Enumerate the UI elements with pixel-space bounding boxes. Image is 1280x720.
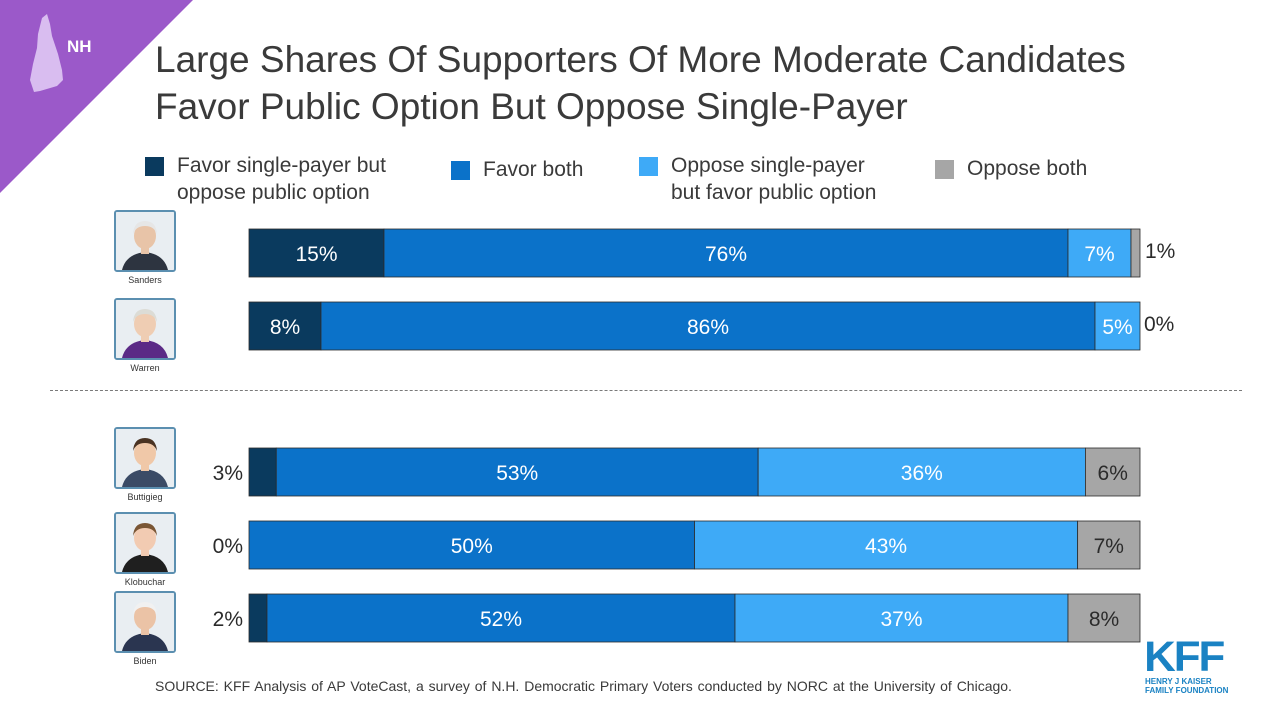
kff-logo-word: KFF (1144, 633, 1225, 681)
kff-logo: KFF HENRY J KAISER FAMILY FOUNDATION (1144, 633, 1237, 696)
data-label-biden-favor-both: 52% (480, 608, 522, 631)
bar-buttigieg-oppose-single-payer (757, 447, 1086, 497)
data-label-klobuchar-oppose-both: 7% (1094, 535, 1124, 558)
chart-title-line-1: Large Shares Of Supporters Of More Moder… (155, 39, 1126, 80)
state-badge-label: NH (67, 37, 92, 56)
legend-item-favor-both: Favor both (451, 156, 583, 183)
legend-swatch (145, 157, 164, 176)
data-label-buttigieg-favor-both: 53% (496, 462, 538, 485)
bar-sanders-oppose-single-payer (1067, 228, 1132, 278)
avatar (114, 298, 176, 360)
portrait-caption: Buttigieg (127, 492, 163, 502)
bar-biden-favor-both (266, 593, 736, 643)
legend-label: Favor single-payer but oppose public opt… (177, 154, 386, 204)
data-label-warren-favor-both: 86% (687, 316, 729, 339)
state-badge: NH (0, 0, 193, 193)
bar-buttigieg-oppose-both (1085, 447, 1141, 497)
data-label-warren-favor-single-payer: 8% (270, 316, 300, 339)
data-label-sanders-favor-single-payer: 15% (295, 243, 337, 266)
data-label-sanders-oppose-both: 1% (1145, 240, 1175, 263)
data-label-biden-favor-single-payer: 2% (213, 608, 243, 631)
new-hampshire-outline-icon (30, 14, 63, 92)
data-label-warren-oppose-both: 0% (1144, 313, 1174, 336)
data-label-klobuchar-favor-single-payer: 0% (213, 535, 243, 558)
data-label-biden-oppose-single-payer: 37% (880, 608, 922, 631)
portrait-caption: Warren (130, 363, 160, 373)
data-label-klobuchar-favor-both: 50% (451, 535, 493, 558)
kff-logo-subtitle: HENRY J KAISER FAMILY FOUNDATION (1145, 677, 1237, 695)
data-label-warren-oppose-single-payer: 5% (1102, 316, 1132, 339)
data-label-klobuchar-oppose-single-payer: 43% (865, 535, 907, 558)
bar-warren-favor-both (320, 301, 1096, 351)
avatar (114, 512, 176, 574)
source-note: SOURCE: KFF Analysis of AP VoteCast, a s… (155, 678, 1012, 694)
kff-logo-subtitle-line: FAMILY FOUNDATION (1145, 686, 1229, 695)
data-label-sanders-oppose-single-payer: 7% (1084, 243, 1114, 266)
bar-klobuchar-oppose-single-payer (694, 520, 1079, 570)
kff-logo-subtitle-line: HENRY J KAISER (1145, 677, 1212, 686)
portrait-caption: Sanders (128, 275, 162, 285)
bar-biden-oppose-single-payer (734, 593, 1069, 643)
group-divider (50, 390, 1242, 391)
bar-buttigieg-favor-both (275, 447, 759, 497)
bar-sanders-favor-single-payer (248, 228, 385, 278)
bar-biden-favor-single-payer (248, 593, 268, 643)
bar-buttigieg-favor-single-payer (248, 447, 277, 497)
legend-label: Oppose both (967, 157, 1088, 180)
avatar (114, 591, 176, 653)
legend-item-oppose-both: Oppose both (935, 155, 1087, 182)
portrait-caption: Klobuchar (124, 577, 166, 587)
legend-swatch (935, 160, 954, 179)
portrait-caption: Biden (133, 656, 157, 666)
bar-klobuchar-favor-both (248, 520, 695, 570)
legend-item-oppose-single-payer: Oppose single-payer but favor public opt… (639, 152, 876, 206)
legend-swatch (639, 157, 658, 176)
legend-label: Favor both (483, 158, 584, 181)
data-label-buttigieg-oppose-both: 6% (1098, 462, 1128, 485)
avatar (114, 427, 176, 489)
bar-klobuchar-oppose-both (1077, 520, 1141, 570)
chart-title-line-2: Favor Public Option But Oppose Single-Pa… (155, 86, 908, 127)
chart-title: Large Shares Of Supporters Of More Moder… (155, 36, 1255, 130)
legend-label: Oppose single-payer but favor public opt… (671, 154, 877, 204)
data-label-sanders-favor-both: 76% (705, 243, 747, 266)
data-label-buttigieg-favor-single-payer: 3% (213, 462, 243, 485)
legend-swatch (451, 161, 470, 180)
data-label-biden-oppose-both: 8% (1089, 608, 1119, 631)
bar-sanders-oppose-both (1130, 228, 1141, 278)
data-label-buttigieg-oppose-single-payer: 36% (901, 462, 943, 485)
avatar (114, 210, 176, 272)
bar-biden-oppose-both (1067, 593, 1141, 643)
bar-warren-oppose-single-payer (1094, 301, 1141, 351)
bar-sanders-favor-both (383, 228, 1069, 278)
legend-item-favor-single-payer: Favor single-payer but oppose public opt… (145, 152, 386, 206)
